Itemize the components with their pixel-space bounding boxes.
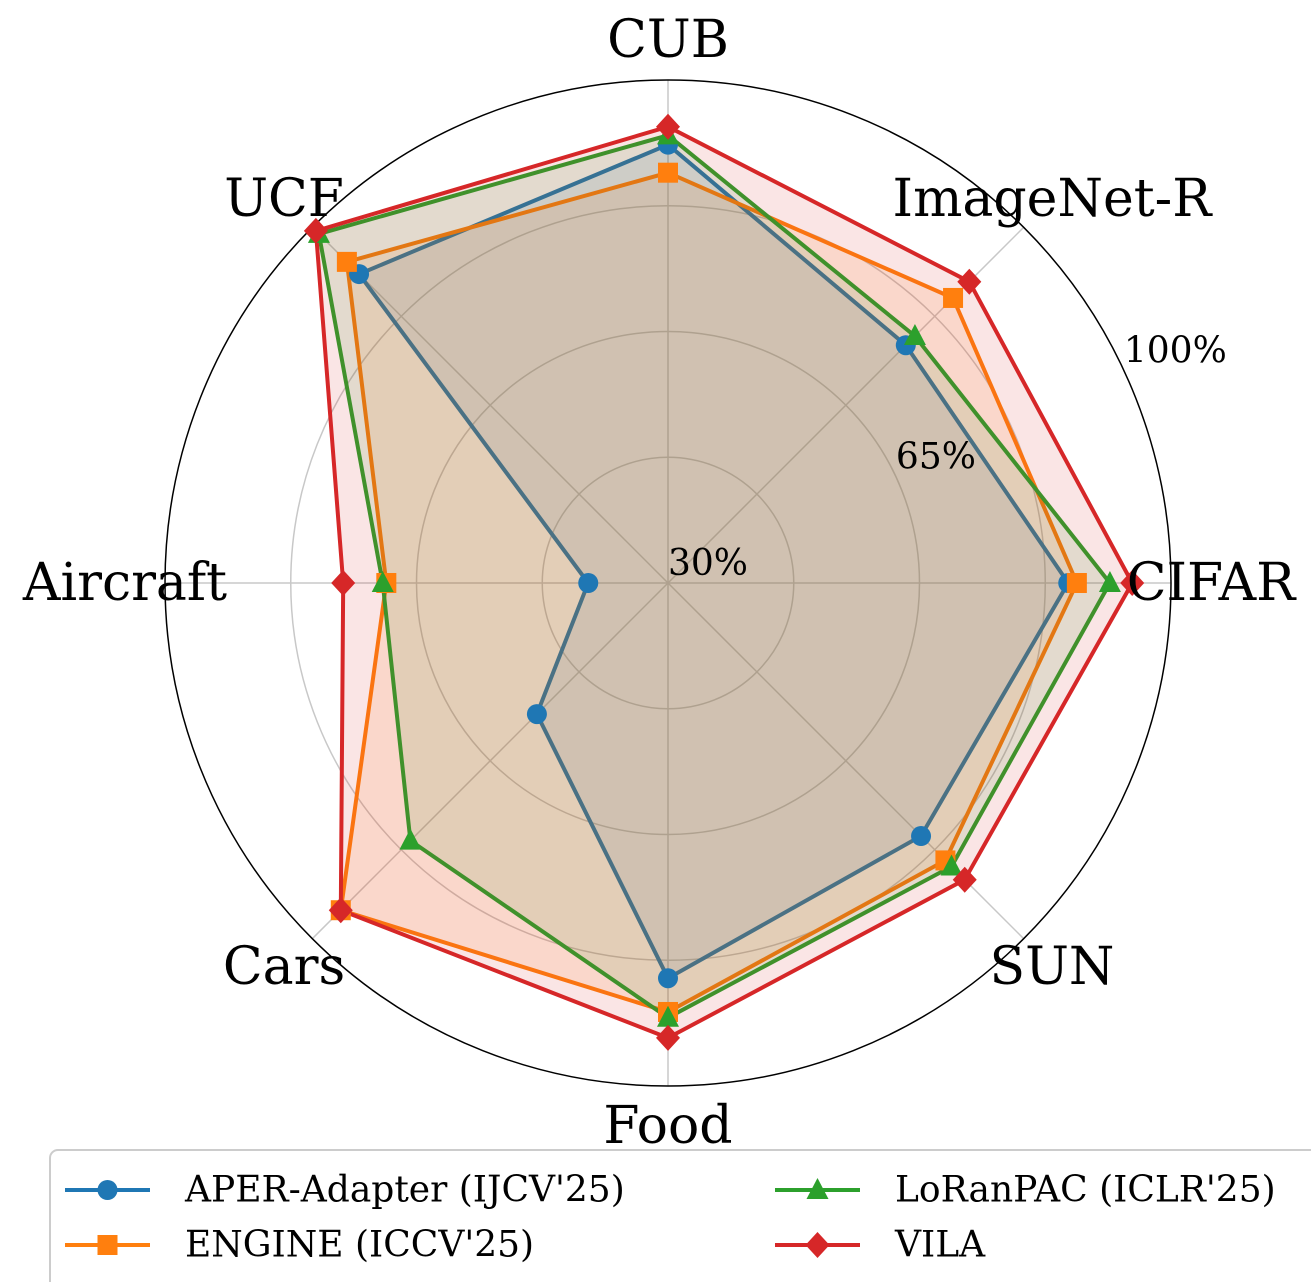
legend-label: APER-Adapter (IJCV'25) [184,1170,625,1211]
data-point [658,968,678,989]
category-label: UCF [224,169,344,229]
category-label: Aircraft [22,553,227,613]
data-point [957,268,982,295]
data-point [903,324,926,346]
series-area [315,126,1133,1038]
data-point [328,897,353,924]
data-point [578,573,599,593]
data-point [1120,570,1145,596]
data-point [1066,573,1087,593]
category-label: CIFAR [1127,553,1297,613]
legend-marker [806,1178,829,1199]
legend-label: VILA [894,1225,986,1266]
legend-label: LoRanPAC (ICLR'25) [895,1170,1276,1211]
category-label: Food [603,1096,732,1156]
radial-tick-label: 65% [896,437,976,478]
data-point [943,287,964,308]
legend-label: ENGINE (ICCV'25) [185,1225,534,1266]
category-label: SUN [989,937,1114,997]
data-point [303,217,328,244]
legend-marker [97,1235,118,1255]
frame [164,79,1172,1087]
data-point [331,570,356,596]
radial-tick-label: 100% [1124,330,1227,371]
legend: APER-Adapter (IJCV'25) ENGINE (ICCV'25) Lo… [49,1149,1311,1282]
category-label: CUB [607,10,729,70]
data-point [399,828,422,850]
radial-tick-label: 30% [668,543,748,584]
data-point [940,854,963,876]
data-point [657,1005,679,1027]
spoke [311,226,669,584]
data-point [911,826,932,847]
series-area [359,144,1069,979]
data-point [371,571,394,592]
legend-marker [97,1180,118,1200]
series-area [340,172,1077,1012]
category-label: ImageNet-R [893,169,1214,229]
data-point [656,113,680,140]
data-point [658,162,678,183]
data-point [656,1024,680,1051]
spoke [311,582,669,940]
legend-marker [805,1232,830,1258]
legend-frame [49,1149,1311,1282]
category-label: Cars [223,937,345,997]
data-point [1098,571,1121,592]
data-point [526,704,547,725]
data-point [336,251,357,272]
data-point [952,866,977,893]
series-area [318,135,1110,1018]
